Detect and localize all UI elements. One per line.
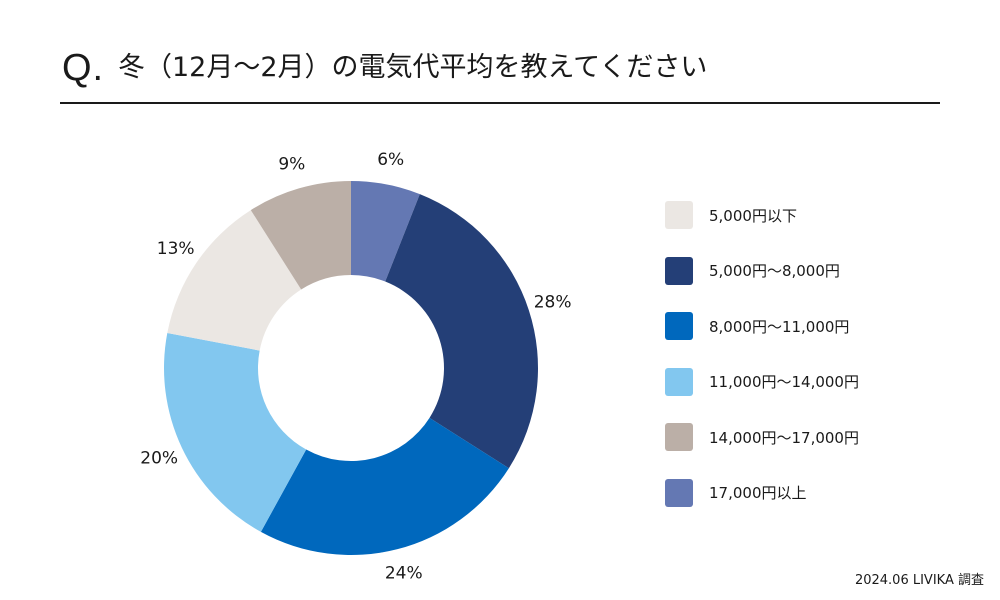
legend-label: 5,000円以下 — [709, 206, 797, 225]
legend-label: 14,000円〜17,000円 — [709, 428, 859, 447]
legend-swatch — [665, 367, 693, 396]
label-5000-8000: 28% — [534, 292, 572, 312]
legend-label: 8,000円〜11,000円 — [709, 317, 850, 336]
legend-swatch — [665, 256, 693, 285]
slice-11000-14000 — [164, 332, 307, 532]
legend-item-5000-below: 5,000円以下 — [665, 200, 965, 230]
legend-swatch — [665, 312, 693, 341]
label-5000-below: 13% — [157, 239, 195, 259]
legend-item-14000-17000: 14,000円〜17,000円 — [665, 422, 965, 452]
question-mark: Q. — [62, 47, 105, 89]
legend-item-11000-14000: 11,000円〜14,000円 — [665, 367, 965, 397]
legend-item-17000-above: 17,000円以上 — [665, 478, 965, 508]
legend-swatch — [665, 423, 693, 452]
chart-title: 冬（12月〜2月）の電気代平均を教えてください — [118, 52, 708, 83]
slice-17000-above — [351, 181, 420, 282]
slice-5000-below — [167, 210, 302, 351]
slice-8000-11000 — [260, 417, 509, 555]
slice-14000-17000 — [250, 181, 351, 290]
legend-swatch — [665, 478, 693, 507]
legend-swatch — [665, 201, 693, 229]
legend: 5,000円以下 5,000円〜8,000円 8,000円〜11,000円 11… — [665, 200, 965, 534]
legend-label: 11,000円〜14,000円 — [709, 373, 859, 392]
source-note: 2024.06 LIVIKA 調査 — [854, 573, 984, 588]
header: Q. 冬（12月〜2月）の電気代平均を教えてください — [60, 40, 940, 104]
percentage-labels: 6% 28% 24% 20% 13% 9% — [140, 150, 571, 584]
legend-label: 5,000円〜8,000円 — [709, 262, 840, 281]
slice-5000-8000 — [385, 194, 538, 469]
donut-slices — [164, 181, 538, 555]
legend-item-8000-11000: 8,000円〜11,000円 — [665, 311, 965, 341]
label-11000-14000: 20% — [140, 448, 178, 468]
label-8000-11000: 24% — [385, 563, 423, 583]
label-14000-17000: 9% — [278, 154, 305, 174]
legend-label: 17,000円以上 — [709, 484, 807, 503]
label-17000-above: 6% — [377, 150, 404, 170]
legend-item-5000-8000: 5,000円〜8,000円 — [665, 256, 965, 286]
